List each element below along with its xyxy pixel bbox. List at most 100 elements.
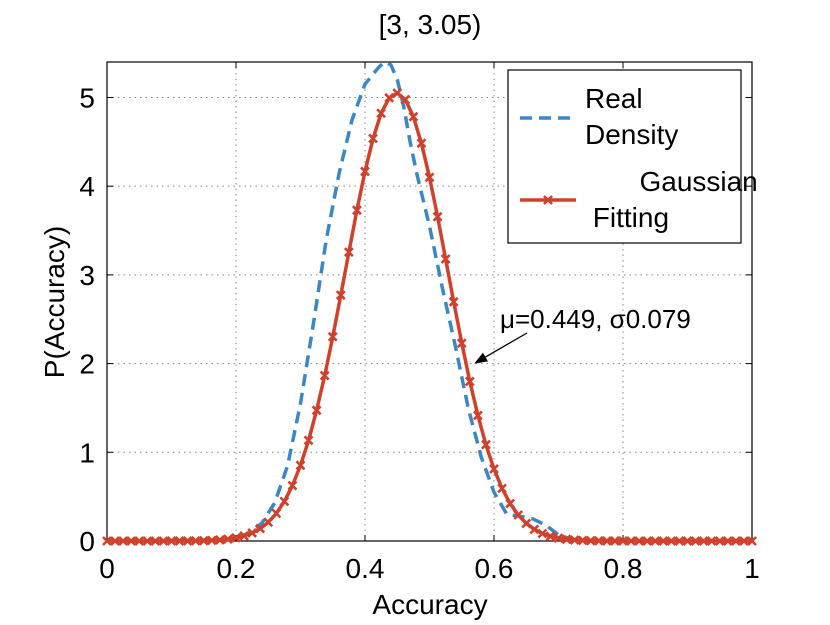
gaussian-marker: [674, 536, 685, 546]
gaussian-marker: [198, 535, 209, 546]
legend-entry-gaussian: Gaussian Fitting: [585, 166, 812, 233]
gaussian-marker: [569, 535, 580, 545]
y-tick-label: 1: [79, 437, 95, 468]
gaussian-marker: [626, 536, 636, 546]
y-tick-label: 2: [79, 349, 95, 380]
gaussian-marker: [561, 534, 572, 545]
gaussian-marker: [327, 331, 338, 342]
gaussian-marker: [698, 536, 709, 546]
gaussian-marker: [392, 88, 403, 99]
gaussian-marker: [545, 531, 556, 542]
gaussian-marker: [650, 536, 661, 546]
gaussian-marker: [408, 111, 419, 122]
x-tick-label: 0.2: [217, 553, 256, 584]
gaussian-marker: [730, 536, 741, 546]
gaussian-marker: [400, 94, 411, 105]
annotation: μ=0.449, σ0.079: [474, 304, 691, 364]
gaussian-marker: [150, 536, 161, 546]
gaussian-marker: [295, 460, 306, 471]
gaussian-marker: [497, 483, 507, 494]
annotation-arrowhead: [474, 352, 488, 364]
gaussian-marker: [537, 528, 548, 539]
plot-frame: [106, 61, 753, 542]
legend-entry-real: Real Density: [585, 83, 678, 150]
gaussian-marker: [706, 536, 717, 546]
gaussian-marker: [440, 254, 451, 264]
gaussian-marker: [472, 410, 483, 421]
gaussian-marker: [311, 405, 322, 416]
gaussian-marker: [553, 533, 564, 544]
gaussian-marker: [263, 517, 274, 528]
gaussian-marker: [360, 166, 370, 177]
gaussian-marker: [134, 536, 145, 546]
gaussian-marker: [182, 535, 193, 546]
x-tick-label: 1: [744, 553, 760, 584]
gaussian-marker: [376, 108, 387, 119]
gaussian-marker: [658, 536, 669, 546]
gaussian-marker: [722, 536, 733, 546]
gaussian-marker: [666, 536, 677, 546]
gaussian-marker: [255, 523, 266, 534]
gaussian-marker: [593, 535, 604, 546]
y-axis-label: P(Accuracy): [39, 226, 70, 378]
gaussian-marker: [489, 463, 499, 474]
y-tick-label: 4: [79, 171, 95, 202]
gaussian-marker: [190, 535, 201, 546]
legend: Real Density Gaussian Fitting: [507, 69, 812, 244]
gaussian-marker: [174, 536, 185, 546]
y-tick-label: 3: [79, 260, 95, 291]
gaussian-marker: [247, 528, 258, 538]
axis-ticks: 0 0.2 0.4 0.6 0.8 1 0 1 2 3 4 5: [79, 62, 760, 584]
gaussian-marker: [464, 376, 475, 387]
gaussian-marker: [303, 435, 314, 446]
gaussian-marker: [166, 536, 177, 546]
legend-marker-x: [543, 195, 553, 205]
gaussian-marker: [529, 524, 540, 535]
gaussian-marker: [118, 536, 129, 546]
gaussian-marker: [513, 510, 524, 520]
x-tick-label: 0.4: [346, 553, 385, 584]
gaussian-marker: [505, 498, 516, 509]
gaussian-marker: [206, 535, 217, 546]
gaussian-marker: [416, 138, 427, 149]
gaussian-marker: [618, 536, 628, 546]
gaussian-marker: [223, 534, 233, 545]
y-tick-label: 0: [79, 526, 95, 557]
gaussian-marker: [102, 536, 112, 546]
gaussian-marker: [448, 296, 459, 307]
gaussian-marker: [158, 536, 169, 546]
gaussian-marker: [214, 534, 225, 545]
gaussian-marker: [682, 536, 693, 546]
gaussian-marker: [287, 480, 298, 491]
gaussian-marker: [690, 536, 701, 546]
gaussian-marker: [585, 535, 596, 546]
gaussian-marker: [384, 92, 395, 103]
gaussian-marker: [335, 290, 346, 300]
annotation-arrow: [485, 332, 528, 358]
x-tick-label: 0: [99, 553, 115, 584]
gaussian-marker: [126, 536, 137, 546]
gaussian-marker: [279, 496, 290, 507]
gaussian-marker: [481, 439, 491, 450]
gaussian-marker: [642, 536, 653, 546]
series-gaussian-fitting: [102, 88, 757, 546]
gaussian-marker: [231, 532, 241, 543]
gaussian-marker: [239, 531, 249, 541]
gaussian-marker: [634, 536, 645, 546]
gaussian-marker: [110, 536, 120, 546]
gaussian-marker: [601, 535, 612, 546]
gaussian-marker: [142, 536, 153, 546]
gaussian-marker: [714, 536, 725, 546]
gaussian-marker: [747, 536, 757, 546]
y-tick-label: 5: [79, 82, 95, 113]
gaussian-marker: [343, 247, 354, 258]
gaussian-marker: [368, 133, 378, 144]
x-tick-label: 0.8: [604, 553, 643, 584]
gaussian-marker: [424, 172, 435, 183]
legend-box: [507, 69, 742, 244]
gaussian-marker: [521, 518, 532, 529]
gaussian-marker: [577, 535, 588, 546]
legend-gauss-marker: [543, 195, 553, 205]
chart-title: [3, 3.05): [379, 9, 482, 40]
